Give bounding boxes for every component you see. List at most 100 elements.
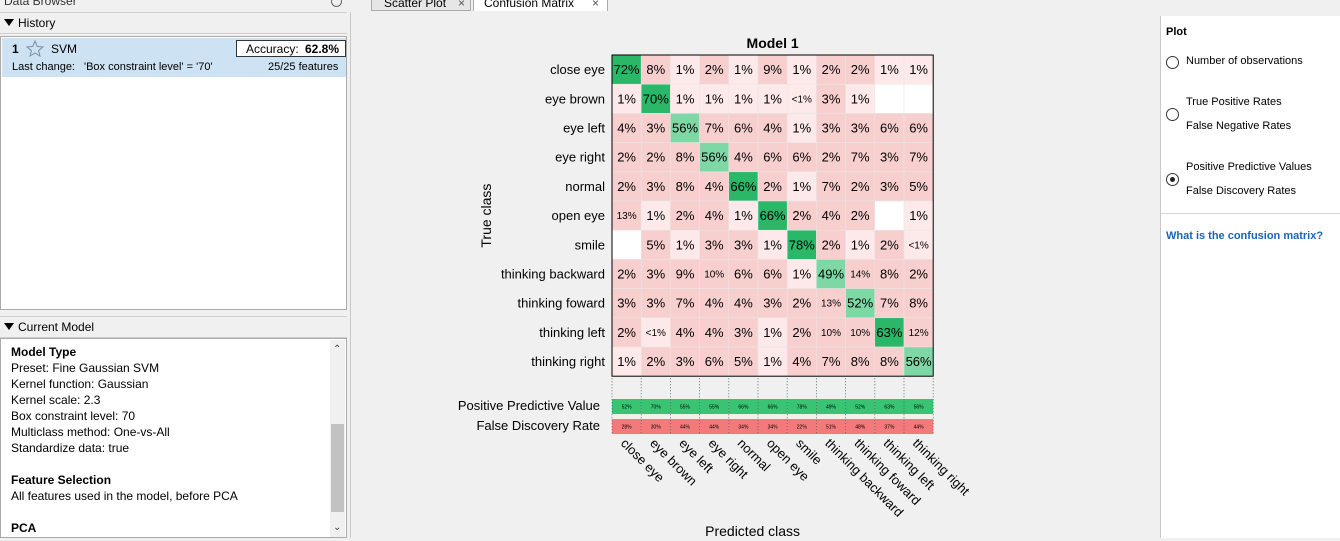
close-icon[interactable]: × xyxy=(592,0,600,10)
cell-label: 3% xyxy=(880,150,899,165)
ppv-label: Positive Predictive Value xyxy=(458,398,600,413)
cell-label: 2% xyxy=(792,296,811,311)
history-panel-header[interactable]: History xyxy=(0,12,347,34)
matrix-cell xyxy=(874,288,905,319)
cell-label: 4% xyxy=(734,296,753,311)
matrix-cell xyxy=(670,200,700,231)
cell-label: 2% xyxy=(851,208,870,223)
cell-label: 4% xyxy=(705,296,724,311)
close-icon[interactable]: × xyxy=(458,0,466,10)
confusion-matrix-view: Model 1 72% 8% 1% 2% 1% 9% 1% 2% 2% 1% 1% 1% 70% 1% 1% 1… xyxy=(350,12,1161,539)
matrix-cell xyxy=(611,83,642,114)
cell-label: 9% xyxy=(763,62,782,77)
radio-label: False Discovery Rates xyxy=(1186,185,1297,197)
help-link[interactable]: What is the confusion matrix? xyxy=(1166,230,1324,242)
cell-label: 6% xyxy=(880,121,899,136)
cell-label: 2% xyxy=(763,179,782,194)
cell-label: 78% xyxy=(789,237,815,252)
scrollbar-thumb[interactable] xyxy=(331,424,344,512)
matrix-cell xyxy=(670,83,700,114)
cell-label: 66% xyxy=(760,208,786,223)
fdr-cell xyxy=(816,419,846,434)
matrix-cell xyxy=(786,171,817,202)
matrix-cell xyxy=(874,259,905,289)
radio-positive-predictive-values[interactable] xyxy=(1166,173,1179,186)
matrix-cell xyxy=(670,171,700,202)
radio-true-positive-rates[interactable] xyxy=(1166,108,1179,121)
feature-selection-text: All features used in the model, before P… xyxy=(11,489,238,503)
fdr-cell xyxy=(758,419,788,434)
cell-label: 6% xyxy=(763,267,782,282)
star-icon[interactable] xyxy=(26,40,44,57)
cell-label: 1% xyxy=(646,208,665,223)
row-label: eye right xyxy=(555,150,605,165)
cell-label: 1% xyxy=(617,354,636,369)
matrix-cell xyxy=(611,317,642,348)
collapse-icon[interactable] xyxy=(331,0,342,7)
tab-scatter-plot[interactable]: Scatter Plot × xyxy=(371,0,471,11)
matrix-cell xyxy=(611,259,642,289)
matrix-cell xyxy=(757,171,788,202)
scroll-down-icon[interactable]: ⌄ xyxy=(333,522,342,533)
tab-confusion-matrix[interactable]: Confusion Matrix × xyxy=(473,0,608,11)
pca-heading: PCA xyxy=(11,521,37,535)
vertical-scrollbar[interactable]: ⌃ ⌄ xyxy=(330,340,345,537)
fdr-cell xyxy=(699,419,729,434)
fdr-value: 37% xyxy=(884,425,895,431)
data-browser-title: Data Browser xyxy=(4,0,77,8)
matrix-cell xyxy=(903,288,934,319)
cell-label: 2% xyxy=(705,62,724,77)
matrix-cell xyxy=(611,200,642,231)
cell-label: 2% xyxy=(822,62,841,77)
matrix-cell xyxy=(903,83,934,114)
cell-label: 56% xyxy=(672,121,698,136)
cell-label: 2% xyxy=(851,179,870,194)
cell-label: 5% xyxy=(734,354,753,369)
matrix-cell xyxy=(786,288,817,319)
cell-label: 3% xyxy=(646,121,665,136)
cell-label: 52% xyxy=(847,296,873,311)
matrix-cell xyxy=(786,346,817,377)
fdr-cell xyxy=(728,419,758,434)
radio-label: Number of observations xyxy=(1186,55,1303,67)
cell-label: 1% xyxy=(676,91,695,106)
ppv-cell xyxy=(874,399,904,414)
cell-label: 1% xyxy=(763,91,782,106)
tab-label: Confusion Matrix xyxy=(484,0,575,10)
matrix-cell xyxy=(845,83,876,114)
radio-number-of-observations[interactable] xyxy=(1166,56,1179,69)
cell-label: 8% xyxy=(880,354,899,369)
current-model-title: Current Model xyxy=(18,320,95,334)
tab-label: Scatter Plot xyxy=(384,0,447,10)
cell-label: 13% xyxy=(617,211,637,222)
cell-label: 7% xyxy=(880,296,899,311)
matrix-cell xyxy=(611,171,642,202)
history-item-model-1[interactable]: 1 SVM Accuracy: 62.8% Last change: 'Box … xyxy=(2,38,346,77)
cell-label: 2% xyxy=(909,267,928,282)
cell-label: 7% xyxy=(822,354,841,369)
cell-label: 3% xyxy=(880,179,899,194)
current-model-panel-header[interactable]: Current Model xyxy=(0,316,347,338)
row-label: normal xyxy=(565,179,605,194)
cell-label: 4% xyxy=(734,150,753,165)
matrix-cell xyxy=(757,259,788,289)
cell-label: 7% xyxy=(705,121,724,136)
scroll-up-icon[interactable]: ⌃ xyxy=(333,344,342,355)
cell-label: <1% xyxy=(792,94,812,105)
cell-label: 49% xyxy=(818,267,844,282)
current-model-details: Model Type Preset: Fine Gaussian SVM Ker… xyxy=(0,338,347,538)
cell-label: 12% xyxy=(909,328,929,339)
cell-label: 1% xyxy=(763,325,782,340)
cell-label: 3% xyxy=(676,354,695,369)
cell-label: 2% xyxy=(617,267,636,282)
ppv-value: 70% xyxy=(651,405,662,411)
ppv-value: 52% xyxy=(622,405,633,411)
row-label: thinking backward xyxy=(501,267,605,282)
cell-label: 1% xyxy=(909,62,928,77)
cell-label: 8% xyxy=(851,354,870,369)
features-count: 25/25 features xyxy=(268,61,339,73)
row-label: thinking foward xyxy=(518,296,605,311)
fdr-value: 34% xyxy=(768,425,779,431)
cell-label: 1% xyxy=(851,91,870,106)
matrix-cell xyxy=(728,113,759,143)
